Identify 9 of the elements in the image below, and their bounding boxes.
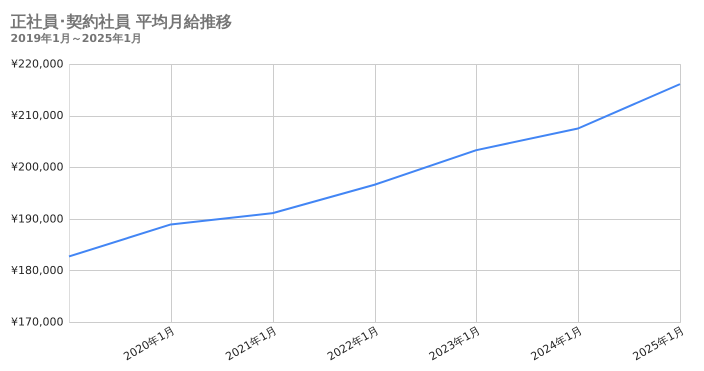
y-tick-label: ¥200,000 [11,160,64,174]
y-tick-label: ¥190,000 [11,212,64,226]
y-tick-label: ¥210,000 [11,109,64,122]
y-tick-label: ¥220,000 [11,58,64,70]
y-tick-label: ¥170,000 [11,316,64,328]
chart-subtitle: 2019年1月～2025年1月 [10,32,142,45]
line-series [68,83,681,258]
chart-title: 正社員･契約社員 平均月給推移 [10,12,232,31]
y-tick-label: ¥180,000 [11,264,64,277]
